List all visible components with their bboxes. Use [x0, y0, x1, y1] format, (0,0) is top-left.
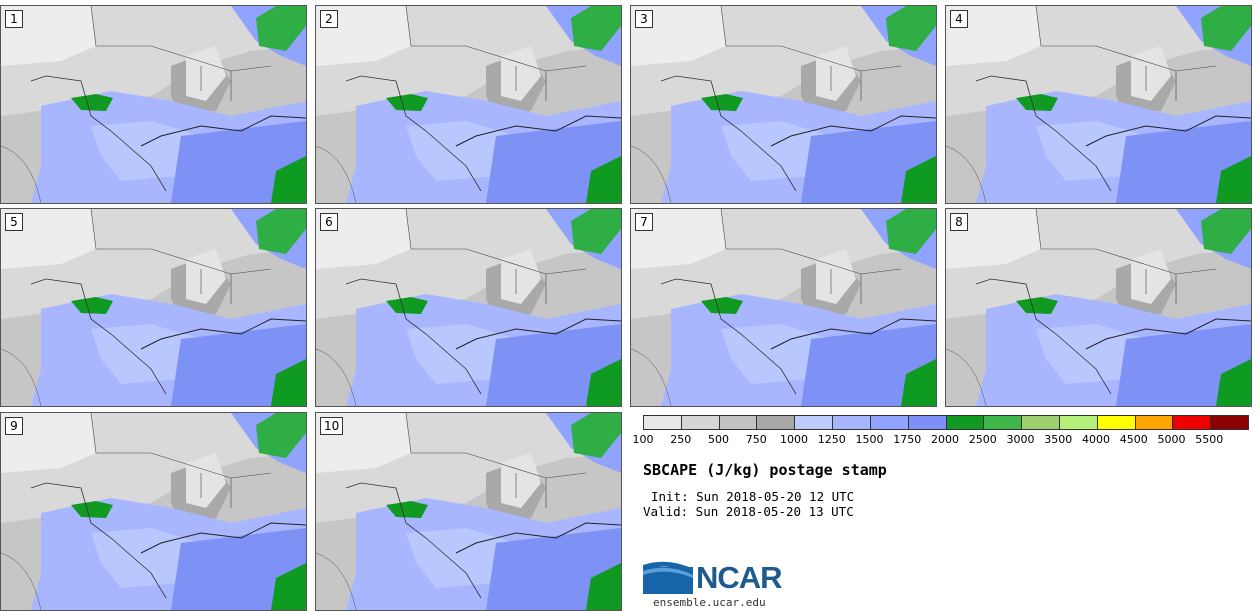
colorbar-swatch: [870, 416, 909, 429]
member-panel: 10: [315, 412, 622, 611]
colorbar-swatch: [644, 416, 682, 429]
colorbar-swatch: [1022, 416, 1060, 429]
cape-map: [316, 413, 621, 610]
cape-map: [1, 413, 306, 610]
colorbar-tick-label: 3500: [1044, 433, 1073, 446]
colorbar-tick-label: 1000: [780, 433, 808, 446]
cape-map: [1, 6, 306, 203]
colorbar-tick-label: 1750: [893, 433, 922, 446]
member-number: 2: [320, 10, 338, 28]
member-panel: 9: [0, 412, 307, 611]
colorbar-tick-label: 4500: [1119, 433, 1148, 446]
member-panel: 4: [945, 5, 1252, 204]
member-panel: 6: [315, 208, 622, 407]
member-number: 7: [635, 213, 653, 231]
colorbar-tick-label: 2000: [931, 433, 959, 446]
colorbar-tick-label: 5500: [1195, 433, 1224, 446]
colorbar-tick-label: 100: [632, 433, 654, 446]
cape-map: [946, 6, 1251, 203]
colorbar-swatch: [1097, 416, 1136, 429]
colorbar-tick-label: 5000: [1157, 433, 1186, 446]
member-panel: 1: [0, 5, 307, 204]
colorbar-swatch: [757, 416, 796, 429]
colorbar-tick-label: 1250: [817, 433, 846, 446]
member-number: 1: [5, 10, 23, 28]
init-time: Init: Sun 2018-05-20 12 UTC: [651, 489, 855, 504]
ncar-logo-icon: [643, 561, 693, 594]
colorbar-swatch: [795, 416, 834, 429]
member-number: 6: [320, 213, 338, 231]
cape-map: [316, 6, 621, 203]
plot-title: SBCAPE (J/kg) postage stamp: [643, 461, 887, 479]
colorbar-swatch: [1135, 416, 1174, 429]
colorbar-swatch: [1059, 416, 1098, 429]
member-number: 4: [950, 10, 968, 28]
member-panel: 5: [0, 208, 307, 407]
member-number: 9: [5, 417, 23, 435]
colorbar-ticks: 100 250 500 750 1000 1250 1500 1750 2000 2500 3000…: [633, 433, 1260, 447]
colorbar: [643, 415, 1249, 430]
colorbar-swatch: [833, 416, 871, 429]
colorbar-swatch: [1211, 416, 1248, 429]
ncar-logo-text: NCAR: [696, 560, 783, 595]
colorbar-tick-label: 1500: [855, 433, 884, 446]
colorbar-swatch: [946, 416, 985, 429]
valid-time: Valid: Sun 2018-05-20 13 UTC: [643, 504, 854, 519]
colorbar-swatch: [984, 416, 1023, 429]
colorbar-tick-label: 500: [708, 433, 729, 446]
colorbar-swatch: [681, 416, 720, 429]
member-number: 5: [5, 213, 23, 231]
colorbar-tick-label: 2500: [968, 433, 997, 446]
cape-map: [631, 6, 936, 203]
member-panel: 3: [630, 5, 937, 204]
colorbar-tick-label: 250: [670, 433, 692, 446]
colorbar-swatch: [719, 416, 758, 429]
cape-map: [631, 209, 936, 406]
member-number: 3: [635, 10, 653, 28]
member-number: 10: [320, 417, 344, 435]
colorbar-tick-label: 750: [745, 433, 767, 446]
colorbar-tick-label: 4000: [1082, 433, 1110, 446]
cape-map: [316, 209, 621, 406]
website-text: ensemble.ucar.edu: [653, 596, 766, 609]
member-number: 8: [950, 213, 968, 231]
member-panel: 8: [945, 208, 1252, 407]
colorbar-swatch: [908, 416, 947, 429]
cape-map: [1, 209, 306, 406]
member-panel: 2: [315, 5, 622, 204]
colorbar-tick-label: 3000: [1006, 433, 1035, 446]
cape-map: [946, 209, 1251, 406]
member-panel: 7: [630, 208, 937, 407]
colorbar-swatch: [1173, 416, 1212, 429]
